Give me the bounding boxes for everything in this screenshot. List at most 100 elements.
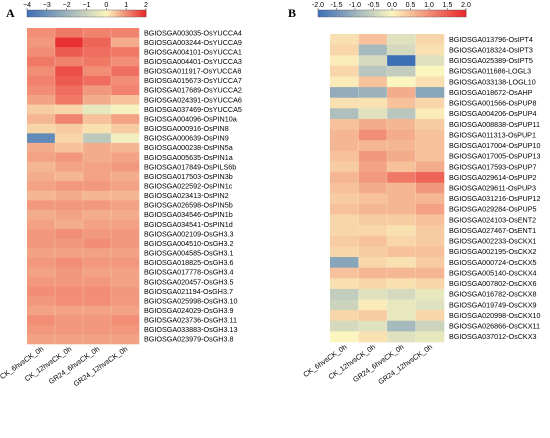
row-label: BGIOSGA008838-OsPUP11 [449, 120, 540, 129]
heatmap-cell [415, 172, 445, 183]
colorbar-segment [114, 10, 117, 17]
heatmap-cell [415, 108, 445, 120]
row-label: BGIOSGA018324-OsIPT3 [449, 45, 533, 54]
colorbar-segment [461, 10, 464, 17]
heatmap-cell [415, 44, 445, 56]
heatmap-cell [27, 47, 56, 58]
heatmap-cell [415, 76, 445, 88]
heatmap-cell [387, 278, 416, 290]
colorbar-segment [372, 10, 376, 17]
heatmap-cell [415, 246, 445, 258]
heatmap-cell [27, 305, 56, 316]
row-label: BGIOSGA002109-OsGH3.3 [144, 229, 234, 238]
heatmap-cell [330, 320, 359, 332]
heatmap-cell [111, 315, 140, 326]
heatmap-cell [387, 225, 416, 237]
row-label: BGIOSGA017004-OsPUP10 [449, 141, 541, 150]
heatmap-cell [27, 267, 56, 278]
heatmap-cell [83, 104, 112, 115]
heatmap-cell [27, 181, 56, 192]
row-label: BGIOSGA025389-OsIPT5 [449, 56, 533, 65]
colorbar-segment [404, 10, 408, 17]
heatmap-cell [330, 267, 359, 279]
row-label: BGIOSGA031216-OsPUP12 [449, 194, 541, 203]
colorbar-segment [86, 10, 89, 17]
heatmap-cell [358, 161, 388, 173]
heatmap-cell [111, 334, 140, 345]
heatmap-cell [27, 257, 56, 268]
colorbar-segment [78, 10, 81, 17]
heatmap-cell [83, 190, 112, 201]
heatmap-cell [27, 315, 56, 326]
colorbar-tick-label: 1 [124, 2, 128, 9]
heatmap-cell [330, 331, 359, 343]
heatmap-cell [358, 34, 388, 45]
colorbar-segment [374, 10, 378, 17]
colorbar-segment [74, 10, 77, 17]
colorbar-segment [377, 10, 381, 17]
colorbar-segment [414, 10, 418, 17]
heatmap-cell [358, 118, 388, 130]
colorbar-segment [396, 10, 400, 17]
colorbar-tick-label: −4 [23, 2, 31, 9]
colorbar-segment [46, 10, 50, 17]
heatmap-cell [111, 28, 140, 38]
heatmap-cell [83, 181, 112, 192]
heatmap-cell [27, 133, 56, 144]
colorbar-tick-label: -1.5 [330, 2, 342, 9]
heatmap-cell [358, 129, 388, 141]
colorbar-segment [330, 10, 334, 17]
heatmap-cell [83, 95, 112, 105]
heatmap-cell [111, 171, 140, 182]
heatmap-cell [83, 85, 112, 96]
heatmap-cell [111, 219, 140, 230]
row-label: BGIOSGA034541-OsPIN1d [144, 220, 233, 229]
heatmap-cell [358, 193, 388, 205]
colorbar-segment [399, 10, 403, 17]
heatmap-cell [111, 229, 140, 239]
heatmap-cell [27, 200, 56, 211]
colorbar-segment [382, 10, 385, 17]
heatmap-cell [55, 334, 84, 345]
row-label: BGIOSGA017849-OsPILS6b [144, 162, 236, 171]
colorbar-segment [401, 10, 405, 17]
heatmap-cell [358, 172, 388, 183]
heatmap-cell [111, 248, 140, 259]
row-label: BGIOSGA034546-OsPIN1b [144, 210, 233, 219]
row-label: BGIOSGA021194-OsGH3.7 [144, 287, 233, 296]
colorbar-segment [28, 10, 32, 17]
heatmap-cell [27, 190, 56, 201]
heatmap-cell [83, 267, 112, 278]
heatmap-cell [83, 219, 112, 230]
heatmap-cell [330, 97, 359, 109]
row-label: BGIOSGA026598-OsPIN5b [144, 201, 233, 210]
heatmap-cell [387, 182, 416, 194]
heatmap-cell [27, 248, 56, 259]
row-label: BGIOSGA002233-OsCKX1 [449, 237, 537, 246]
heatmap-cell [27, 75, 56, 86]
colorbar-segment [342, 10, 346, 17]
colorbar-segment [443, 10, 447, 17]
heatmap-cell [358, 299, 388, 311]
row-label: BGIOSGA007802-OsCKX6 [449, 279, 537, 288]
heatmap-cell [83, 28, 112, 38]
colorbar-segment [337, 10, 341, 17]
colorbar-segment [458, 10, 462, 17]
row-label: BGIOSGA003035-OsYUCCA4 [144, 28, 242, 37]
row-label: BGIOSGA017503-OsPIN3b [144, 172, 233, 181]
colorbar-tick-label: -2.0 [312, 2, 324, 9]
heatmap-cell [358, 246, 388, 258]
heatmap-cell [83, 200, 112, 211]
heatmap-cell [83, 286, 112, 297]
heatmap-cell [330, 65, 359, 77]
heatmap-cell [83, 133, 112, 144]
heatmap-cell [387, 214, 416, 226]
colorbar-segment [438, 10, 442, 17]
heatmap-cell [330, 182, 359, 194]
heatmap-cell [55, 248, 84, 259]
colorbar-segment [66, 10, 70, 17]
colorbar-segment [90, 10, 93, 17]
heatmap-cell [330, 34, 359, 45]
heatmap-cell [330, 246, 359, 258]
heatmap-cell [55, 152, 84, 163]
